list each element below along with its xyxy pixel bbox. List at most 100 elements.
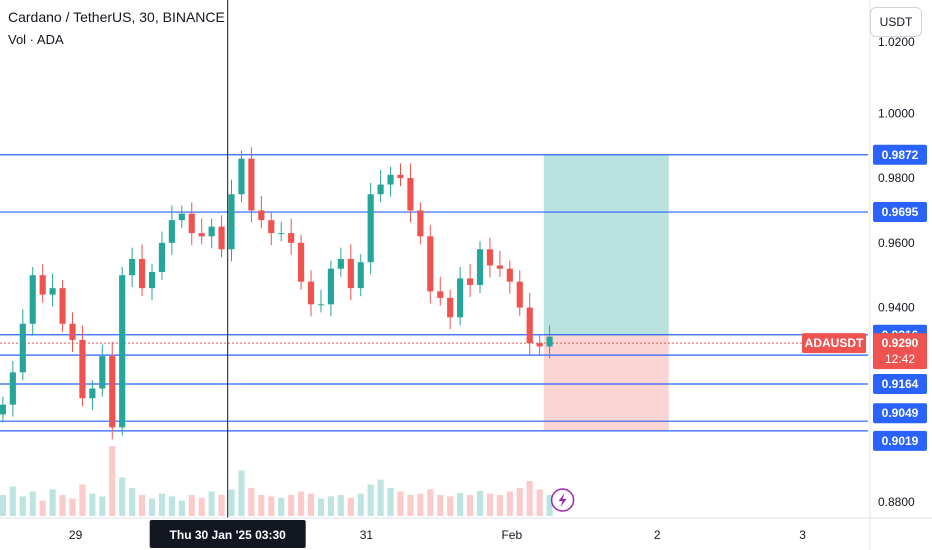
- volume-bar: [148, 498, 156, 516]
- volume-bar: [59, 495, 66, 516]
- volume-bar: [496, 495, 503, 516]
- volume-bar: [407, 495, 414, 516]
- candle-body: [417, 210, 424, 237]
- y-tick-label: 0.8800: [878, 495, 915, 509]
- candle-body: [19, 323, 26, 373]
- countdown-label: 12:42: [885, 352, 915, 366]
- volume-bar: [417, 493, 424, 516]
- volume-bar: [357, 493, 364, 516]
- current-price-tag[interactable]: [873, 333, 927, 370]
- volume-bar: [218, 495, 225, 516]
- volume-bar: [188, 495, 195, 516]
- level-price-label: 0.9164: [882, 377, 919, 391]
- volume-bar: [168, 496, 175, 516]
- candle-body: [387, 174, 394, 185]
- volume-bar: [158, 493, 166, 516]
- level-price-tag[interactable]: [873, 430, 927, 451]
- candle-body: [129, 259, 136, 276]
- current-price-label: 0.9290: [882, 336, 919, 350]
- currency-unit-button[interactable]: USDT: [870, 7, 922, 37]
- y-tick-label-partial: 1.0200: [878, 35, 915, 49]
- volume-bar: [89, 493, 96, 516]
- crosshair-time-tag: [149, 520, 306, 548]
- candle-body: [99, 356, 106, 389]
- flash-icon[interactable]: [550, 488, 575, 512]
- candle-body: [0, 404, 6, 415]
- candle-body: [208, 226, 215, 237]
- y-tick-label: 0.9800: [878, 171, 915, 185]
- volume-bar: [0, 495, 6, 516]
- volume-bar: [486, 493, 494, 516]
- level-price-label: 0.9019: [882, 434, 919, 448]
- volume-bar: [327, 496, 334, 516]
- volume-bar: [9, 486, 16, 516]
- volume-bar: [69, 498, 76, 516]
- candle-body: [228, 194, 235, 250]
- candle-body: [486, 249, 494, 266]
- volume-bar: [427, 489, 434, 516]
- volume-bar: [526, 481, 533, 516]
- candle-body: [258, 210, 265, 221]
- candle-body: [39, 275, 46, 295]
- candle-body: [138, 259, 146, 289]
- candle-body: [268, 220, 275, 234]
- volume-bar: [198, 497, 205, 516]
- symbol-tag[interactable]: [802, 333, 866, 354]
- candle-body: [148, 271, 156, 289]
- x-tick-label: 3: [799, 528, 806, 542]
- x-tick-label: 31: [360, 528, 374, 542]
- candle-body: [158, 242, 166, 272]
- volume-bar: [546, 495, 553, 516]
- level-price-label: 0.9872: [882, 148, 919, 162]
- candle-body: [476, 249, 484, 285]
- candle-body: [298, 242, 305, 282]
- volume-bar: [238, 470, 245, 516]
- flash-icon-bolt: [558, 493, 567, 507]
- y-tick-label: 1.0000: [878, 106, 915, 120]
- level-price-tag[interactable]: [873, 403, 927, 424]
- volume-bar: [317, 498, 325, 516]
- level-price-label: 0.9695: [882, 205, 919, 219]
- candle-body: [317, 304, 325, 306]
- volume-bar: [387, 488, 394, 516]
- y-tick-label: 0.9600: [878, 236, 915, 250]
- volume-bar: [268, 496, 275, 516]
- candle-body: [288, 233, 295, 243]
- volume-bar: [228, 489, 235, 516]
- volume-label: Vol · ADA: [8, 32, 64, 47]
- candle-body: [427, 236, 434, 292]
- candle-body: [109, 356, 116, 428]
- volume-bar: [29, 491, 36, 516]
- level-price-tag[interactable]: [873, 144, 927, 165]
- level-price-label: 0.9049: [882, 406, 919, 420]
- candle-body: [407, 178, 414, 211]
- candle-body: [367, 194, 374, 263]
- volume-bar: [109, 446, 116, 516]
- candle-body: [188, 213, 195, 234]
- candle-body: [198, 233, 205, 237]
- volume-bar: [447, 496, 454, 516]
- stop-zone: [543, 334, 669, 431]
- candle-body: [178, 213, 185, 221]
- volume-bar: [39, 500, 46, 516]
- candle-body: [79, 339, 86, 399]
- crosshair-time-label: Thu 30 Jan '25 03:30: [170, 528, 287, 542]
- candle-body: [526, 307, 533, 344]
- candle-body: [466, 278, 474, 285]
- volume-bar: [258, 495, 265, 516]
- candle-body: [278, 233, 285, 235]
- volume-bar: [367, 484, 374, 516]
- level-price-tag[interactable]: [873, 373, 927, 394]
- volume-bar: [19, 496, 26, 516]
- candle-body: [536, 343, 543, 347]
- candle-body: [168, 220, 175, 243]
- volume-bar: [337, 495, 344, 516]
- level-price-tag[interactable]: [873, 202, 927, 223]
- volume-bar: [278, 497, 285, 516]
- x-tick-label: 29: [69, 528, 83, 542]
- volume-bar: [466, 495, 474, 516]
- candle-body: [119, 275, 126, 428]
- candle-body: [447, 297, 454, 318]
- candle-body: [546, 336, 553, 347]
